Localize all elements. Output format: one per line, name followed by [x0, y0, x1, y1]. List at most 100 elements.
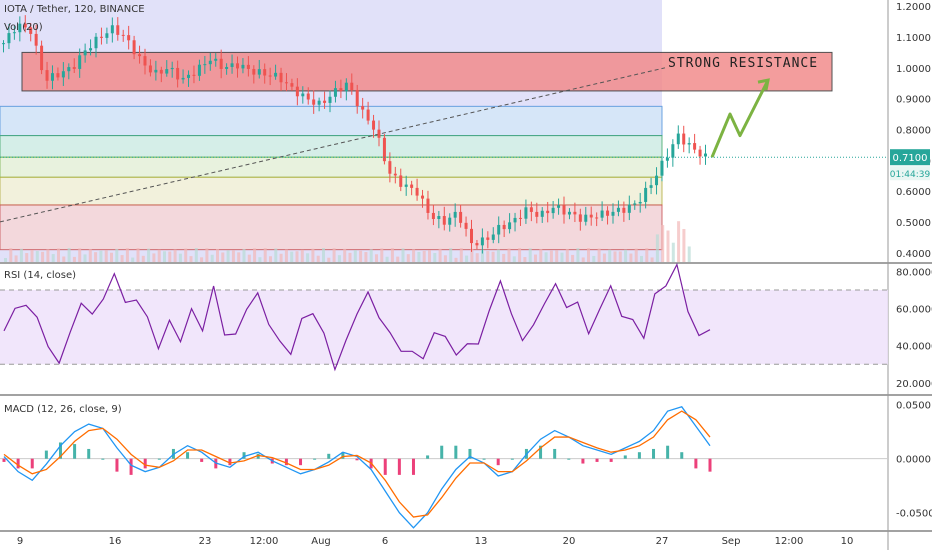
- candle-body: [2, 43, 5, 45]
- macd-histogram-bar: [143, 458, 147, 469]
- candle-body: [655, 175, 659, 186]
- candle-body: [301, 93, 305, 97]
- candle-body: [470, 228, 473, 244]
- volume-indicator-label[interactable]: Vol (20): [4, 22, 43, 33]
- candle-body: [176, 67, 180, 80]
- last-price-badge: [890, 149, 930, 166]
- volume-bar: [322, 248, 325, 262]
- macd-tick: 0.0500: [896, 401, 931, 412]
- candle-body: [257, 69, 261, 75]
- candle-body: [698, 149, 702, 157]
- macd-histogram-bar: [58, 442, 62, 459]
- volume-bar: [200, 257, 204, 262]
- candle-body: [475, 243, 479, 246]
- candle-body: [410, 184, 414, 188]
- candle-body: [241, 64, 245, 69]
- candle-body: [513, 217, 517, 223]
- macd-histogram-bar: [581, 458, 585, 464]
- macd-histogram-bar: [157, 458, 161, 460]
- candle-body: [518, 217, 522, 219]
- macd-histogram-bar: [426, 455, 430, 459]
- candle-body: [584, 214, 588, 222]
- rsi-label[interactable]: RSI (14, close): [4, 270, 77, 281]
- projection-arrowhead: [757, 78, 770, 91]
- volume-bar: [528, 248, 532, 262]
- candle-body: [649, 185, 653, 188]
- candle-body: [7, 33, 11, 44]
- time-axis-label: 16: [109, 536, 122, 547]
- volume-bar: [412, 249, 416, 262]
- volume-bar: [486, 251, 490, 262]
- candle-body: [573, 211, 577, 215]
- candle-body: [453, 211, 457, 218]
- rsi-tick: 80.0000: [896, 267, 932, 278]
- candle-body: [279, 72, 283, 83]
- macd-histogram-bar: [2, 458, 6, 462]
- volume-bar: [78, 248, 82, 262]
- candle-body: [45, 70, 49, 81]
- time-axis-label: 12:00: [775, 536, 804, 547]
- volume-bar: [115, 248, 119, 262]
- candle-body: [284, 82, 288, 84]
- candle-body: [551, 207, 555, 214]
- volume-bar: [428, 250, 431, 262]
- candle-body: [187, 74, 191, 78]
- candle-body: [12, 32, 16, 34]
- volume-bar: [496, 249, 500, 262]
- volume-bar: [512, 256, 516, 262]
- candle-body: [372, 120, 376, 130]
- macd-histogram-bar: [694, 458, 698, 469]
- volume-bar: [645, 248, 649, 262]
- candle-body: [393, 173, 397, 176]
- volume-bar: [94, 252, 98, 262]
- time-axis-label: Sep: [722, 536, 741, 547]
- candle-body: [89, 48, 93, 51]
- volume-bar: [523, 257, 527, 262]
- macd-histogram-bar: [115, 458, 119, 472]
- candle-body: [328, 96, 332, 103]
- candle-body: [524, 207, 528, 219]
- candle-body: [567, 211, 571, 215]
- volume-bar: [576, 248, 580, 262]
- volume-bar: [67, 248, 71, 262]
- volume-bar: [661, 225, 665, 262]
- candle-body: [578, 214, 582, 222]
- macd-tick: -0.0500: [896, 509, 932, 520]
- volume-bar: [353, 250, 357, 262]
- candle-body: [633, 203, 637, 205]
- candle-body: [606, 210, 610, 216]
- candle-body: [502, 224, 506, 230]
- volume-bar: [396, 256, 400, 262]
- volume-bar: [147, 248, 151, 262]
- candle-body: [121, 34, 125, 36]
- candle-body: [671, 144, 675, 158]
- volume-bar: [555, 250, 559, 262]
- volume-bar: [406, 254, 410, 262]
- candle-body: [404, 184, 408, 187]
- candle-body: [225, 66, 229, 69]
- volume-bar: [210, 254, 214, 262]
- volume-bar: [364, 252, 368, 262]
- candle-body: [203, 64, 207, 66]
- volume-bar: [311, 248, 315, 262]
- macd-histogram-bar: [16, 458, 20, 469]
- macd-histogram-bar: [623, 455, 627, 459]
- candle-body: [306, 93, 310, 100]
- volume-bar: [216, 249, 219, 262]
- volume-bar: [592, 255, 596, 262]
- candle-body: [382, 137, 386, 162]
- macd-histogram-bar: [313, 458, 317, 460]
- volume-bar: [677, 221, 681, 262]
- volume-bar: [237, 252, 241, 262]
- candle-body: [616, 207, 620, 212]
- time-axis-label: 6: [382, 536, 388, 547]
- time-axis-label: 13: [475, 536, 488, 547]
- candle-body: [333, 88, 337, 97]
- candle-body: [459, 211, 463, 223]
- price-tick: 1.1000: [896, 33, 931, 44]
- volume-bar: [131, 257, 135, 262]
- macd-label[interactable]: MACD (12, 26, close, 9): [4, 404, 122, 415]
- macd-tick: 0.0000: [896, 455, 931, 466]
- volume-bar: [205, 248, 209, 262]
